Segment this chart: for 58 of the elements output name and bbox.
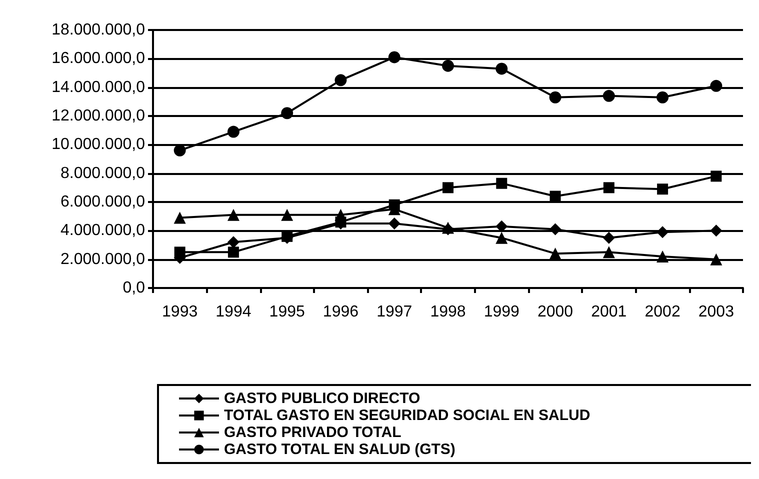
x-tick-label: 1998	[430, 304, 466, 320]
y-tick-label: 4.000.000,0	[60, 222, 146, 240]
point	[549, 91, 562, 104]
point	[281, 208, 294, 221]
point	[710, 80, 722, 92]
point	[227, 126, 240, 138]
point	[549, 248, 562, 260]
point	[549, 223, 562, 236]
point	[710, 253, 722, 266]
x-tick-label: 1993	[162, 304, 198, 320]
point	[550, 190, 561, 202]
x-tick-label: 1995	[269, 304, 305, 320]
y-tick-label: 16.000.000,0	[52, 50, 146, 68]
x-tick-label: 2000	[537, 304, 574, 320]
y-tick-label: 6.000.000,0	[60, 194, 146, 210]
point	[442, 182, 454, 194]
point	[496, 232, 508, 244]
y-tick-label: 10.000.000,0	[52, 136, 146, 154]
y-tick-label: 14.000.000,0	[52, 78, 146, 96]
x-tick-label: 2002	[644, 304, 680, 320]
x-tick-label: 2003	[698, 304, 734, 320]
point	[496, 62, 508, 75]
point	[174, 212, 186, 224]
point	[334, 74, 347, 86]
point	[388, 51, 400, 64]
point	[388, 218, 400, 230]
y-tick-label: 18.000.000,0	[52, 22, 146, 38]
point	[710, 224, 722, 237]
x-tick-label: 1999	[484, 304, 520, 320]
point	[603, 182, 614, 194]
point	[228, 246, 239, 258]
point	[227, 208, 240, 221]
point	[442, 60, 454, 72]
point	[496, 178, 508, 189]
point	[656, 250, 669, 262]
point	[602, 246, 615, 258]
legend-label: GASTO PUBLICO DIRECTO	[224, 390, 420, 407]
point	[174, 246, 186, 258]
x-tick-label: 1996	[322, 304, 359, 320]
x-tick-label: 1997	[376, 304, 412, 320]
x-tick-label: 1994	[216, 304, 252, 320]
point	[656, 226, 669, 238]
legend-label: GASTO PRIVADO TOTAL	[224, 424, 402, 441]
point	[227, 236, 240, 248]
y-tick-label: 8.000.000,0	[60, 164, 146, 182]
y-tick-label: 12.000.000,0	[52, 108, 146, 124]
y-tick-label: 0,0	[122, 280, 146, 296]
point	[496, 220, 508, 232]
point	[710, 170, 722, 182]
point	[656, 91, 669, 104]
legend-label: TOTAL GASTO EN SEGURIDAD SOCIAL EN SALUD	[224, 407, 590, 424]
x-tick-label: 2001	[591, 304, 627, 320]
point	[657, 184, 668, 195]
point	[602, 232, 615, 244]
point	[602, 90, 615, 102]
point	[281, 107, 294, 120]
legend-label: GASTO TOTAL EN SALUD (GTS)	[224, 441, 456, 458]
y-tick-label: 2.000.000,0	[60, 250, 146, 268]
